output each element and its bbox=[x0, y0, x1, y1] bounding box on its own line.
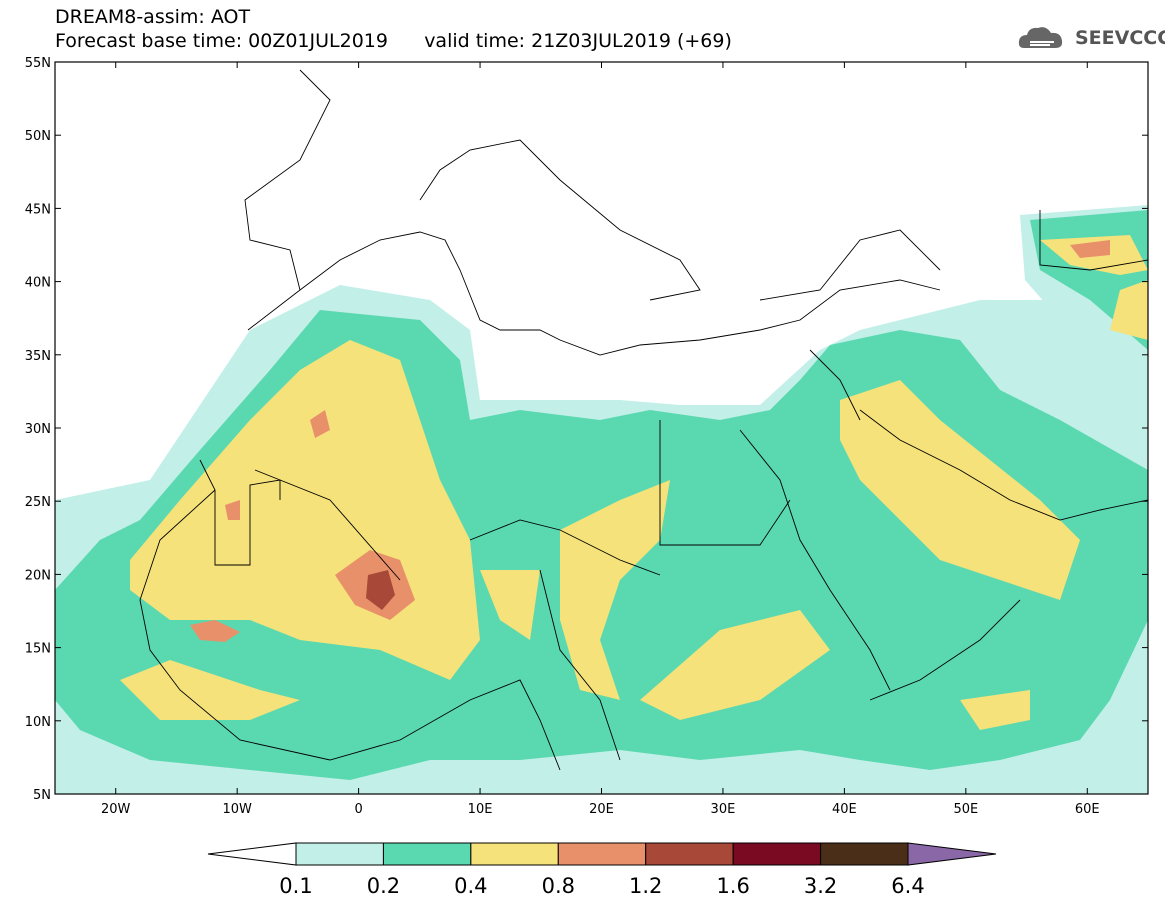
colorbar-label: 0.8 bbox=[542, 874, 575, 898]
colorbar-high-arrow bbox=[907, 842, 997, 866]
cloud-icon bbox=[1018, 27, 1063, 48]
lat-label: 10N bbox=[25, 715, 51, 730]
lon-label: 60E bbox=[1075, 802, 1100, 817]
lon-label: 40E bbox=[832, 802, 857, 817]
lat-label: 5N bbox=[33, 788, 51, 803]
lon-label: 0 bbox=[354, 802, 362, 817]
lat-label: 30N bbox=[25, 422, 51, 437]
latitude-axis: 55N 50N 45N 40N 35N 30N 25N 20N 15N 10N 5N bbox=[25, 56, 1148, 803]
map-title: DREAM8-assim: AOT bbox=[55, 6, 251, 28]
lat-label: 35N bbox=[25, 349, 51, 364]
colorbar-label: 1.6 bbox=[716, 874, 749, 898]
lat-label: 50N bbox=[25, 129, 51, 144]
colorbar-label: 0.4 bbox=[454, 874, 487, 898]
lat-label: 20N bbox=[25, 568, 51, 583]
colorbar-label: 0.2 bbox=[367, 874, 400, 898]
colorbar-segment bbox=[295, 842, 384, 866]
colorbar-low-arrow bbox=[207, 842, 297, 866]
lat-label: 40N bbox=[25, 276, 51, 291]
colorbar-segment bbox=[645, 842, 734, 866]
colorbar-segment bbox=[557, 842, 647, 866]
lat-label: 25N bbox=[25, 495, 51, 510]
longitude-axis: 20W 10W 0 10E 20E 30E 40E 50E 60E bbox=[101, 62, 1100, 817]
coastlines-borders bbox=[139, 69, 1148, 771]
seevccc-logo: SEEVCCC bbox=[1075, 27, 1165, 49]
colorbar-segment bbox=[820, 842, 909, 866]
lat-label: 45N bbox=[25, 202, 51, 217]
lon-label: 50E bbox=[953, 802, 978, 817]
colorbar-segment bbox=[382, 842, 472, 866]
lat-label: 55N bbox=[25, 56, 51, 71]
lon-label: 30E bbox=[711, 802, 736, 817]
lon-label: 10E bbox=[468, 802, 493, 817]
colorbar-segment bbox=[732, 842, 822, 866]
colorbar-label: 1.2 bbox=[629, 874, 662, 898]
lon-label: 20W bbox=[101, 802, 131, 817]
lon-label: 10W bbox=[222, 802, 252, 817]
aot-colorbar: 0.1 0.2 0.4 0.8 1.2 1.6 3.2 6.4 bbox=[207, 842, 997, 898]
lat-label: 15N bbox=[25, 642, 51, 657]
colorbar-label: 6.4 bbox=[891, 874, 924, 898]
aot-field bbox=[55, 62, 1148, 794]
forecast-time-line: Forecast base time: 00Z01JUL2019 valid t… bbox=[55, 30, 732, 52]
colorbar-segment bbox=[470, 842, 559, 866]
colorbar-label: 0.1 bbox=[279, 874, 312, 898]
lon-label: 20E bbox=[589, 802, 614, 817]
colorbar-label: 3.2 bbox=[804, 874, 837, 898]
